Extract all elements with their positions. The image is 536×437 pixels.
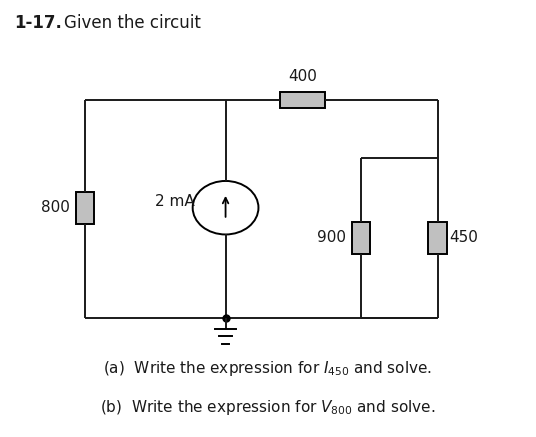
Bar	[352, 222, 370, 254]
Text: 900: 900	[317, 230, 346, 246]
Text: Given the circuit: Given the circuit	[64, 14, 200, 31]
Bar	[280, 92, 325, 108]
Bar	[76, 191, 94, 224]
Text: 800: 800	[41, 200, 70, 215]
Text: (b)  Write the expression for $V_{800}$ and solve.: (b) Write the expression for $V_{800}$ a…	[100, 398, 436, 416]
Text: 450: 450	[449, 230, 478, 246]
Bar	[428, 222, 447, 254]
Text: (a)  Write the expression for $I_{450}$ and solve.: (a) Write the expression for $I_{450}$ a…	[103, 359, 433, 378]
Text: 2 mA: 2 mA	[155, 194, 195, 209]
Text: 400: 400	[288, 69, 317, 83]
Text: 1-17.: 1-17.	[14, 14, 62, 31]
